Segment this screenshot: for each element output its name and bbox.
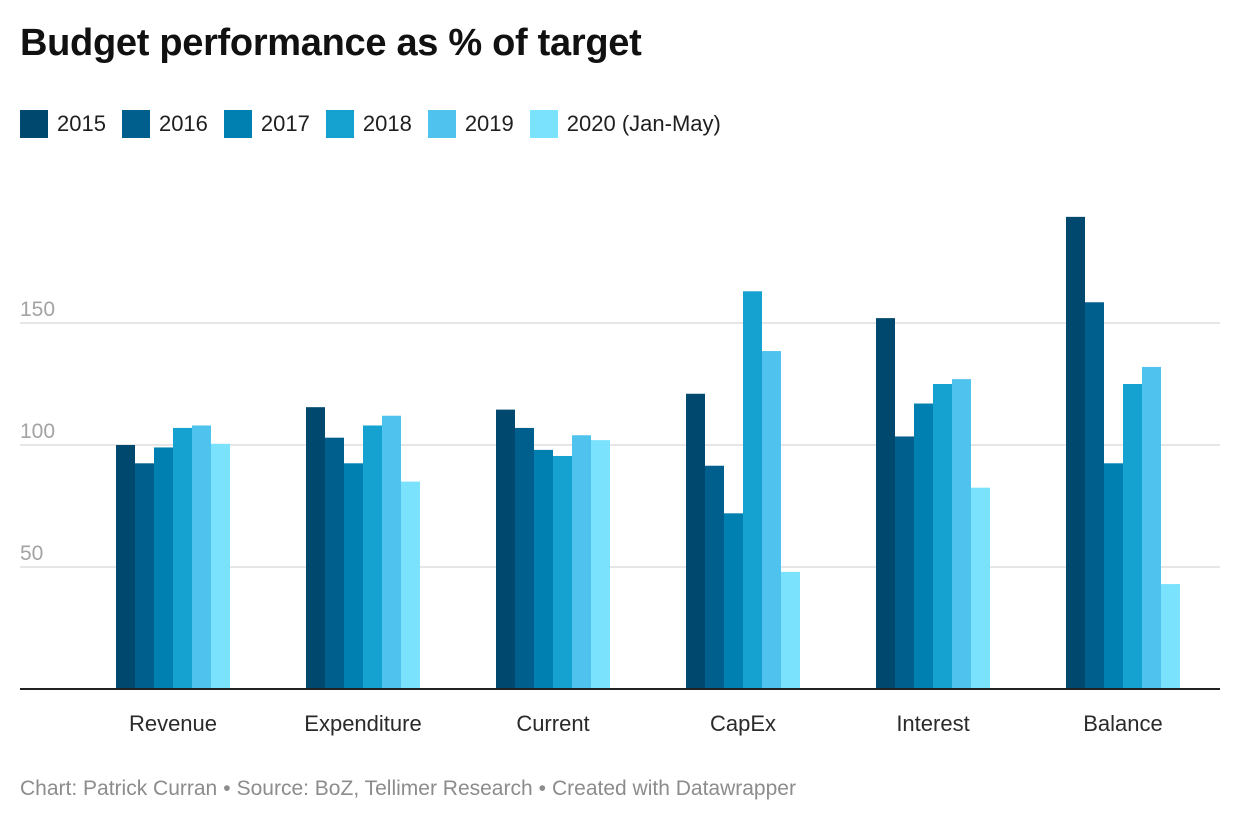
bar-capex-2019 <box>762 351 781 689</box>
legend-swatch <box>20 110 48 138</box>
bar-expenditure-2017 <box>344 463 363 689</box>
bar-capex-2016 <box>705 465 724 689</box>
footer-author: Chart: Patrick Curran <box>20 777 218 800</box>
legend-label: 2018 <box>362 111 412 136</box>
x-category-label: Current <box>516 711 589 736</box>
bars <box>116 216 1180 690</box>
x-category-label: Expenditure <box>304 711 421 736</box>
bar-capex-2015 <box>686 393 705 689</box>
bar-expenditure-2015 <box>306 407 325 689</box>
legend-label: 2017 <box>260 111 310 136</box>
legend-item-5: 2019 <box>427 110 514 138</box>
bar-current-2016 <box>515 427 534 689</box>
bar-balance-2015 <box>1066 216 1085 690</box>
x-category-label: Balance <box>1083 711 1163 736</box>
bar-expenditure-2016 <box>325 437 344 689</box>
bar-interest-2015 <box>876 318 895 689</box>
legend-item-3: 2017 <box>223 110 310 138</box>
legend-item-1: 2015 <box>20 110 106 138</box>
bar-current-2017 <box>534 449 553 689</box>
legend-swatch <box>223 110 252 138</box>
y-axis-ticks: 50 100 150 <box>20 298 55 565</box>
y-tick-label: 150 <box>20 298 55 321</box>
bar-revenue-2015 <box>116 445 135 689</box>
bar-balance-2016 <box>1085 302 1104 689</box>
bar-chart: 50 100 150 Revenue Expenditure Current CapEx I… <box>20 216 1220 736</box>
legend-label: 2020 (Jan-May) <box>566 111 721 136</box>
legend-swatch <box>121 110 150 138</box>
bar-expenditure-2019 <box>382 415 401 689</box>
y-tick-label: 50 <box>20 542 43 565</box>
x-category-label: Interest <box>896 711 969 736</box>
legend-swatch <box>427 110 456 138</box>
bar-balance-2020 <box>1161 584 1180 689</box>
bar-revenue-2020 <box>211 443 230 689</box>
bar-balance-2017 <box>1104 463 1123 689</box>
legend-swatch <box>529 110 558 138</box>
bar-current-2015 <box>496 409 515 689</box>
bar-current-2020 <box>591 440 610 689</box>
bar-expenditure-2020 <box>401 481 420 689</box>
bar-interest-2017 <box>914 403 933 689</box>
chart-footer: Chart: Patrick Curran • Source: BoZ, Telli… <box>20 777 796 801</box>
bar-current-2018 <box>553 455 572 689</box>
bar-balance-2018 <box>1123 384 1142 689</box>
footer-source: Source: BoZ, Tellimer Research <box>236 777 533 800</box>
footer-separator: • <box>538 777 547 800</box>
footer-created-with: Created with Datawrapper <box>552 777 796 800</box>
bar-interest-2016 <box>895 436 914 689</box>
legend-item-2: 2016 <box>121 110 208 138</box>
bar-interest-2018 <box>933 384 952 689</box>
bar-expenditure-2018 <box>363 425 382 689</box>
footer-separator: • <box>223 777 231 800</box>
legend-label: 2019 <box>464 111 514 136</box>
x-axis-categories: Revenue Expenditure Current CapEx Interest Ba… <box>129 711 1163 736</box>
page-title: Budget performance as % of target <box>20 22 642 64</box>
bar-capex-2020 <box>781 571 800 689</box>
legend-label: 2016 <box>158 111 208 136</box>
chart-legend: 2015 2016 2017 2018 2019 2020 (Jan-May) <box>20 110 737 138</box>
bar-revenue-2019 <box>192 425 211 689</box>
legend-item-4: 2018 <box>325 110 412 138</box>
y-tick-label: 100 <box>20 420 55 443</box>
legend-item-6: 2020 (Jan-May) <box>529 110 721 138</box>
x-category-label: CapEx <box>710 711 776 736</box>
bar-interest-2020 <box>971 487 990 689</box>
bar-revenue-2016 <box>135 463 154 689</box>
legend-label: 2015 <box>57 111 106 136</box>
x-category-label: Revenue <box>129 711 217 736</box>
bar-capex-2017 <box>724 513 743 689</box>
bar-interest-2019 <box>952 379 971 689</box>
bar-current-2019 <box>572 435 591 689</box>
bar-revenue-2017 <box>154 447 173 689</box>
bar-revenue-2018 <box>173 427 192 689</box>
bar-capex-2018 <box>743 291 762 689</box>
bar-balance-2019 <box>1142 366 1161 689</box>
legend-swatch <box>325 110 354 138</box>
